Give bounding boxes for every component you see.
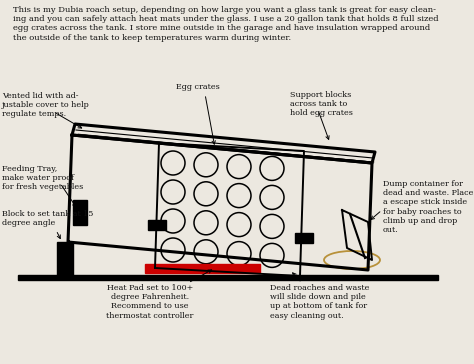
Text: Support blocks
across tank to
hold egg crates: Support blocks across tank to hold egg c… [290,91,353,118]
Text: Block to set tank at 15
degree angle: Block to set tank at 15 degree angle [2,210,93,227]
Text: Vented lid with ad-
justable cover to help
regulate temps.: Vented lid with ad- justable cover to he… [2,92,90,118]
Text: Dump container for
dead and waste. Place
a escape stick inside
for baby roaches : Dump container for dead and waste. Place… [383,180,474,234]
Text: Egg crates: Egg crates [176,83,220,91]
Bar [73,200,87,225]
Text: Dead roaches and waste
will slide down and pile
up at bottom of tank for
easy cl: Dead roaches and waste will slide down a… [270,284,369,320]
Text: This is my Dubia roach setup, depending on how large you want a glass tank is gr: This is my Dubia roach setup, depending … [13,6,438,41]
Bar [295,233,313,243]
Bar [148,220,166,230]
Text: Heat Pad set to 100+
degree Fahrenheit.
Recommend to use
thermostat controller: Heat Pad set to 100+ degree Fahrenheit. … [106,284,194,320]
Bar [145,264,260,273]
Bar [57,242,73,275]
Bar [18,275,438,280]
Text: Feeding Tray,
make water proof
for fresh vegetables: Feeding Tray, make water proof for fresh… [2,165,83,191]
